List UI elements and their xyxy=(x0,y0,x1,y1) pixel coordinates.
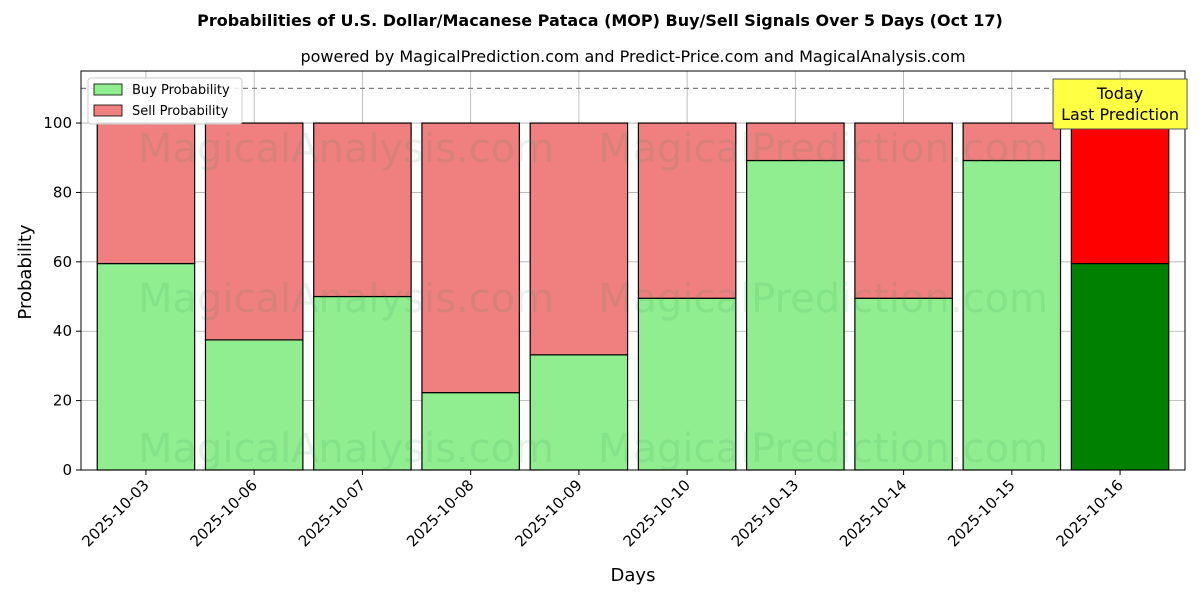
buy-bar xyxy=(96,262,196,471)
sell-bar xyxy=(746,122,845,162)
sell-bar xyxy=(529,122,629,356)
y-tick-label: 80 xyxy=(53,183,72,201)
watermark-text: MagicalAnalysis.com xyxy=(138,126,554,172)
x-tick-label: 2025-10-03 xyxy=(78,476,152,550)
today-annotation: Today Last Prediction xyxy=(1052,78,1188,130)
watermark-text: MagicalPrediction.com xyxy=(598,276,1048,322)
buy-bar xyxy=(313,295,412,471)
annotation-text: Last Prediction xyxy=(1061,105,1179,124)
buy-bar xyxy=(1070,262,1170,471)
watermark-text: MagicalAnalysis.com xyxy=(138,426,554,472)
y-tick-label: 20 xyxy=(53,392,72,410)
sell-bar xyxy=(637,122,737,299)
watermark-text: MagicalAnalysis.com xyxy=(138,276,554,322)
x-tick-label: 2025-10-07 xyxy=(295,476,369,550)
buy-bar xyxy=(637,297,737,471)
sell-bar xyxy=(854,122,953,299)
y-tick-label: 0 xyxy=(62,461,72,479)
legend-label: Sell Probability xyxy=(132,104,229,119)
x-tick-label: 2025-10-13 xyxy=(728,476,802,550)
legend-swatch xyxy=(93,104,123,117)
y-axis-label: Probability xyxy=(15,224,36,319)
x-tick-label: 2025-10-06 xyxy=(187,476,261,550)
x-tick-label: 2025-10-08 xyxy=(403,476,477,550)
buy-bar xyxy=(746,159,845,471)
legend-swatch xyxy=(93,83,123,96)
legend: Buy Probability Sell Probability xyxy=(87,77,243,125)
chart-title: Probabilities of U.S. Dollar/Macanese Pa… xyxy=(197,11,1003,30)
legend-label: Buy Probability xyxy=(132,83,230,98)
x-tick-label: 2025-10-10 xyxy=(620,476,694,550)
annotation-box xyxy=(1052,78,1188,130)
y-tick-label: 100 xyxy=(43,114,72,132)
legend-box xyxy=(87,77,243,125)
y-tick-label: 40 xyxy=(53,322,72,340)
x-tick-label: 2025-10-15 xyxy=(944,476,1018,550)
sell-bar xyxy=(1070,122,1170,265)
buy-bar xyxy=(854,297,953,471)
sell-bar xyxy=(204,122,304,341)
watermark-text: MagicalPrediction.com xyxy=(598,126,1048,172)
chart-subtitle: powered by MagicalPrediction.com and Pre… xyxy=(300,47,965,66)
sell-bar xyxy=(96,122,196,265)
sell-bar xyxy=(421,122,520,394)
bars xyxy=(96,122,1170,471)
x-tick-label: 2025-10-14 xyxy=(836,476,910,550)
plot-frame xyxy=(80,70,1186,471)
x-tick-label: 2025-10-09 xyxy=(511,476,585,550)
y-tick-label: 60 xyxy=(53,253,72,271)
buy-bar xyxy=(962,159,1062,471)
annotation-text: Today xyxy=(1096,84,1143,103)
x-axis-label: Days xyxy=(611,565,656,586)
watermark-text: MagicalPrediction.com xyxy=(598,426,1048,472)
x-tick-label: 2025-10-16 xyxy=(1053,476,1127,550)
sell-bar xyxy=(313,122,412,298)
buy-bar xyxy=(529,354,629,471)
sell-bar xyxy=(962,122,1062,162)
watermarks: MagicalAnalysis.com MagicalPrediction.com… xyxy=(138,126,1048,472)
